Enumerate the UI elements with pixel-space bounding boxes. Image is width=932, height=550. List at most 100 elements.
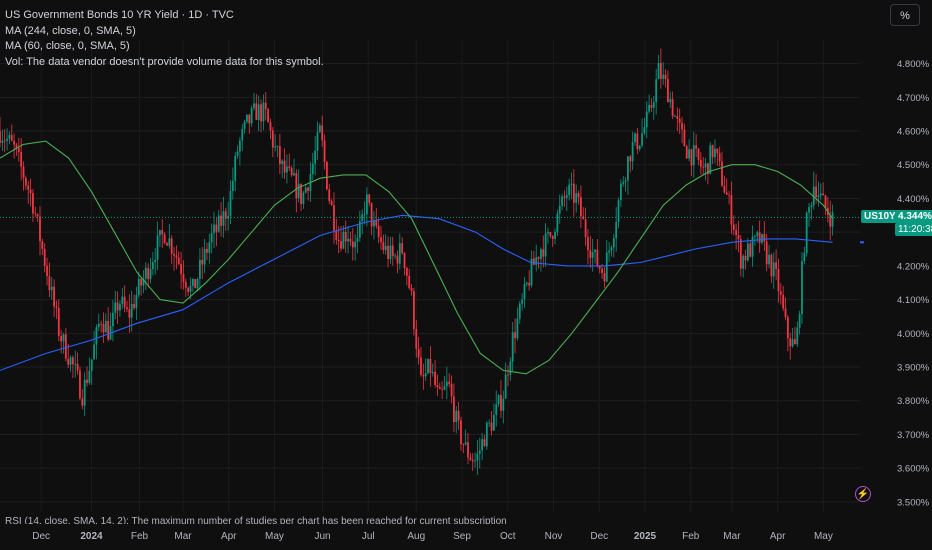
candle-body [636, 133, 639, 150]
candle-body [276, 146, 279, 147]
candle-body [342, 231, 345, 249]
candle-body [220, 215, 222, 226]
candle-body [469, 457, 472, 460]
candle-body [702, 166, 705, 168]
candle-body [648, 105, 651, 112]
candle-body [697, 148, 700, 160]
candle-body [751, 236, 754, 257]
candle-body [577, 193, 580, 198]
chart-title[interactable]: US Government Bonds 10 YR Yield · 1D · T… [5, 9, 234, 21]
candle-body [434, 371, 436, 385]
candle-body [354, 241, 357, 248]
candle-body [476, 453, 479, 461]
candle-body [93, 344, 95, 360]
candle-body [215, 224, 218, 232]
ma-60-legend[interactable]: MA (60, close, 0, SMA, 5) [5, 40, 130, 52]
candle-body [111, 312, 114, 327]
candle-body [685, 146, 688, 159]
candle-body [405, 268, 408, 276]
candle-body [20, 151, 23, 167]
candle-body [0, 131, 1, 143]
candle-body [441, 388, 444, 390]
candle-body [495, 404, 498, 415]
candle-body [236, 151, 239, 156]
y-tick-label: 3.800% [897, 396, 930, 407]
candle-body [507, 374, 509, 376]
candle-body [187, 287, 190, 292]
candle-body [669, 99, 672, 103]
candle-body [521, 299, 524, 304]
ma-244-legend[interactable]: MA (244, close, 0, SMA, 5) [5, 24, 136, 37]
candle-body [380, 237, 382, 243]
percent-scale-button[interactable]: % [890, 4, 920, 26]
candle-body [156, 235, 159, 260]
candle-body [801, 261, 803, 315]
candle-body [455, 410, 458, 423]
candle-body [605, 252, 608, 282]
candle-body [467, 442, 469, 458]
candle-body [119, 303, 121, 311]
candle-body [683, 129, 686, 147]
candle-body [173, 253, 175, 256]
candle-body [64, 334, 67, 359]
volume-note: Vol: The data vendor doesn't provide vol… [5, 55, 324, 68]
candle-body [504, 374, 507, 399]
candle-body [323, 140, 326, 162]
candle-body [551, 236, 554, 239]
candle-body [213, 224, 215, 234]
candle-body [274, 146, 277, 148]
candle-body [189, 285, 192, 292]
candle-body [525, 282, 528, 284]
lightning-bolt-icon[interactable]: ⚡ [855, 486, 871, 502]
candle-body [798, 314, 801, 328]
candle-body [316, 132, 319, 151]
candle-body [243, 121, 246, 130]
candle-body [88, 371, 91, 383]
candle-body [431, 371, 434, 373]
candle-body [267, 109, 270, 123]
time-axis[interactable]: Dec 2024 Feb Mar Apr May Jun Jul Aug Sep Oct Nov Dec… [32, 531, 833, 542]
candle-body [314, 150, 317, 164]
candle-body [692, 145, 695, 166]
candle-body [408, 275, 411, 289]
candle-body [241, 129, 244, 141]
candle-body [102, 323, 105, 333]
x-tick-label: Nov [545, 531, 563, 542]
candle-body [676, 116, 679, 119]
candle-body [72, 357, 74, 365]
candle-body [424, 373, 427, 377]
candle-body [556, 213, 559, 233]
candle-body [749, 243, 752, 257]
candle-body [410, 288, 413, 291]
candle-body [617, 200, 620, 222]
candle-body [723, 185, 726, 193]
candle-body [730, 195, 733, 225]
candle-body [13, 140, 16, 145]
candle-body [340, 241, 342, 249]
candle-body [283, 160, 286, 173]
candle-body [831, 212, 834, 227]
ma-60-line [0, 140, 834, 375]
candle-body [500, 395, 502, 411]
rsi-note: RSI (14, close, SMA, 14, 2): The maximum… [5, 516, 507, 524]
candle-body [502, 398, 505, 411]
candle-body [170, 238, 173, 254]
candle-body [582, 216, 585, 220]
y-tick-label: 4.000% [897, 329, 930, 340]
x-tick-label: May [814, 531, 833, 542]
candle-body [742, 255, 745, 269]
candle-body [413, 290, 415, 330]
candle-body [337, 239, 340, 242]
candle-body [427, 358, 429, 374]
candle-body [563, 196, 566, 198]
candle-body [199, 259, 201, 279]
candle-body [288, 166, 291, 169]
candle-body [74, 364, 77, 365]
candle-body [481, 439, 484, 451]
candle-body [464, 442, 467, 445]
candle-body [770, 254, 773, 277]
candle-body [351, 241, 354, 248]
candle-body [231, 180, 234, 191]
price-axis[interactable]: 4.800%4.700%4.600%4.500%4.400%4.300%4.20… [860, 59, 930, 508]
